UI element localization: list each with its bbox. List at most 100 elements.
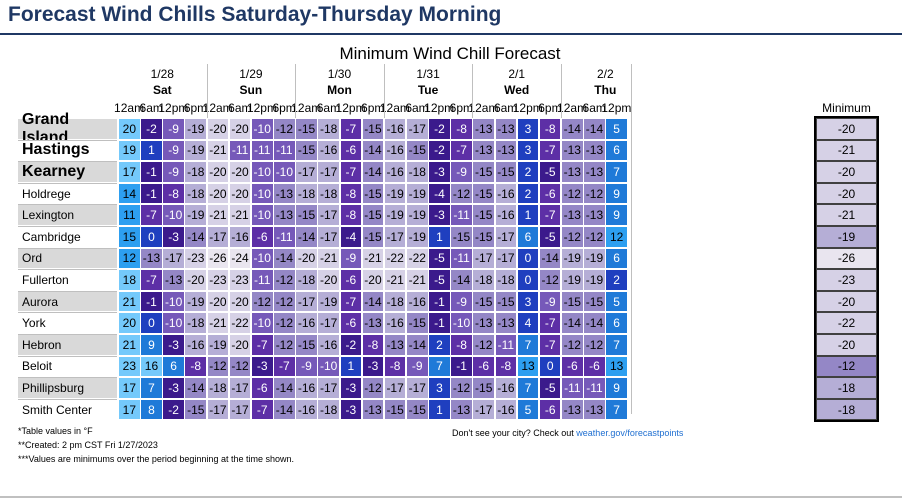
wind-chill-cell: 13 [516, 355, 540, 378]
wind-chill-cell: -19 [405, 204, 429, 226]
wind-chill-cell: -16 [494, 398, 518, 421]
wind-chill-cell: -20 [361, 269, 385, 291]
wind-chill-cell: -3 [339, 398, 363, 421]
wind-chill-cell: -15 [361, 226, 385, 248]
wind-chill-cell: -6 [339, 139, 363, 162]
wind-chill-cell: -11 [228, 139, 252, 162]
wind-chill-cell: -16 [317, 334, 340, 356]
wind-chill-cell: -20 [228, 182, 252, 205]
day-date-label: 1/28 [150, 67, 174, 81]
wind-chill-cell: 21 [118, 334, 141, 356]
wind-chill-cell: -15 [361, 182, 385, 205]
wind-chill-cell: -16 [405, 290, 429, 313]
wind-chill-cell: -21 [206, 204, 230, 226]
wind-chill-cell: -17 [228, 377, 252, 399]
wind-chill-cell: -3 [250, 355, 274, 378]
wind-chill-cell: -20 [317, 269, 340, 291]
wind-chill-cell: -13 [361, 398, 385, 421]
wind-chill-cell: -12 [228, 355, 252, 378]
wind-chill-cell: -20 [228, 118, 252, 140]
wind-chill-cell: -15 [583, 290, 606, 313]
row-divider [18, 247, 117, 249]
wind-chill-cell: -10 [250, 204, 274, 226]
wind-chill-cell: -16 [383, 161, 407, 183]
wind-chill-cell: 1 [140, 139, 163, 162]
minimum-cell: -20 [816, 182, 877, 205]
wind-chill-cell: -5 [538, 161, 562, 183]
wind-chill-cell: 7 [516, 334, 540, 356]
wind-chill-cell: -14 [184, 377, 208, 399]
wind-chill-cell: -8 [162, 182, 185, 205]
time-label: 12am [379, 101, 410, 115]
time-label: 12am [557, 101, 588, 115]
wind-chill-cell: -13 [472, 312, 496, 334]
wind-chill-cell: -14 [450, 269, 473, 291]
wind-chill-cell: -13 [273, 182, 296, 205]
wind-chill-cell: -16 [494, 204, 518, 226]
wind-chill-cell: 9 [605, 204, 628, 226]
wind-chill-cell: -11 [561, 377, 584, 399]
city-label: Aurora [18, 291, 117, 312]
wind-chill-cell: -3 [361, 355, 385, 378]
wind-chill-cell: -18 [405, 161, 429, 183]
wind-chill-cell: -5 [538, 377, 562, 399]
wind-chill-cell: -6 [339, 269, 363, 291]
wind-chill-cell: 9 [605, 377, 628, 399]
wind-chill-cell: 2 [516, 182, 540, 205]
wind-chill-cell: -7 [538, 139, 562, 162]
wind-chill-cell: -13 [561, 161, 584, 183]
wind-chill-cell: -3 [162, 226, 185, 248]
wind-chill-cell: -10 [273, 161, 296, 183]
minimum-cell: -26 [816, 247, 877, 270]
wind-chill-cell: -14 [361, 290, 385, 313]
wind-chill-cell: -9 [295, 355, 318, 378]
wind-chill-cell: -9 [339, 247, 363, 270]
wind-chill-cell: -13 [583, 161, 606, 183]
time-label: 12am [202, 101, 233, 115]
footnote-units: *Table values in °F [18, 426, 93, 436]
wind-chill-cell: -19 [405, 226, 429, 248]
wind-chill-cell: -8 [450, 118, 473, 140]
wind-chill-cell: -20 [206, 118, 230, 140]
time-label: 6am [405, 101, 429, 115]
wind-chill-cell: -15 [472, 290, 496, 313]
wind-chill-cell: -9 [162, 139, 185, 162]
wind-chill-cell: -17 [383, 377, 407, 399]
wind-chill-cell: -7 [538, 204, 562, 226]
wind-chill-cell: -13 [361, 312, 385, 334]
wind-chill-cell: -12 [561, 226, 584, 248]
day-date-label: 1/31 [416, 67, 440, 81]
row-divider [18, 398, 117, 400]
wind-chill-cell: -14 [561, 118, 584, 140]
time-label: 6pm [272, 101, 296, 115]
wind-chill-cell: -3 [162, 334, 185, 356]
wind-chill-cell: 18 [118, 269, 141, 291]
wind-chill-cell: 8 [140, 398, 163, 421]
wind-chill-cell: -1 [140, 182, 163, 205]
bottom-divider [0, 496, 902, 498]
wind-chill-cell: -15 [450, 226, 473, 248]
wind-chill-cell: -15 [472, 204, 496, 226]
wind-chill-cell: -9 [538, 290, 562, 313]
wind-chill-cell: -18 [295, 269, 318, 291]
wind-chill-cell: -19 [206, 334, 230, 356]
row-divider [18, 161, 117, 163]
wind-chill-cell: -21 [206, 312, 230, 334]
wind-chill-cell: -19 [561, 269, 584, 291]
wind-chill-cell: -16 [494, 377, 518, 399]
wind-chill-cell: -15 [295, 139, 318, 162]
time-label: 12pm [601, 101, 632, 115]
time-label: 6pm [538, 101, 562, 115]
city-label: Fullerton [18, 270, 117, 290]
wind-chill-cell: 7 [516, 377, 540, 399]
city-prompt-text: Don't see your city? Check out [452, 428, 574, 438]
wind-chill-cell: -16 [383, 118, 407, 140]
day-name-label: Wed [504, 83, 530, 97]
wind-chill-cell: -13 [494, 118, 518, 140]
wind-chill-cell: -20 [206, 290, 230, 313]
wind-chill-cell: -17 [317, 161, 340, 183]
day-date-label: 1/30 [327, 67, 352, 81]
wind-chill-cell: -19 [405, 182, 429, 205]
wind-chill-cell: -20 [228, 290, 252, 313]
forecast-points-link[interactable]: weather.gov/forecastpoints [576, 428, 684, 438]
